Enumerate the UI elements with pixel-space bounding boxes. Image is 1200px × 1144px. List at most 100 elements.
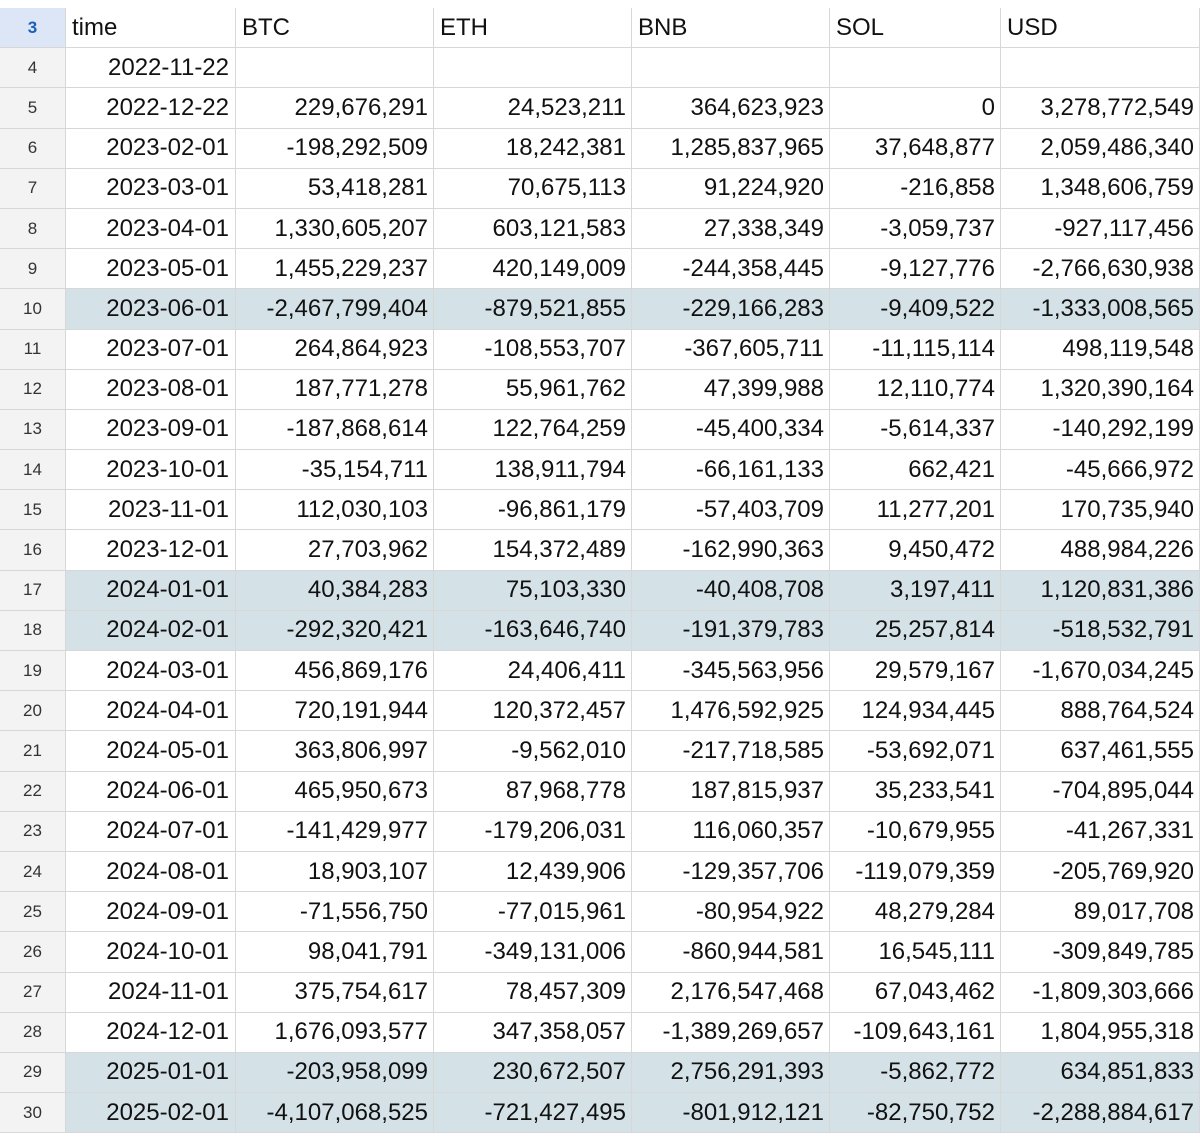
cell-usd[interactable]: 637,461,555 [1001, 731, 1200, 771]
row-number[interactable]: 22 [0, 771, 66, 811]
cell-btc[interactable]: 229,676,291 [236, 88, 434, 128]
cell-bnb[interactable]: -1,389,269,657 [632, 1012, 830, 1052]
cell-bnb[interactable]: 2,756,291,393 [632, 1052, 830, 1093]
cell-bnb[interactable]: 116,060,357 [632, 811, 830, 851]
column-header-sol[interactable]: SOL [830, 8, 1001, 48]
row-number[interactable]: 6 [0, 128, 66, 168]
row-number[interactable]: 15 [0, 490, 66, 530]
row-number[interactable]: 19 [0, 651, 66, 691]
cell-btc[interactable]: -141,429,977 [236, 811, 434, 851]
cell-usd[interactable]: -1,670,034,245 [1001, 651, 1200, 691]
cell-bnb[interactable]: -367,605,711 [632, 329, 830, 369]
cell-bnb[interactable]: -66,161,133 [632, 450, 830, 490]
cell-btc[interactable]: -292,320,421 [236, 610, 434, 650]
row-number[interactable]: 11 [0, 329, 66, 369]
cell-time[interactable]: 2024-12-01 [66, 1012, 236, 1052]
cell-sol[interactable]: -5,862,772 [830, 1052, 1001, 1093]
cell-time[interactable]: 2024-02-01 [66, 610, 236, 650]
cell-eth[interactable]: -349,131,006 [434, 932, 632, 972]
cell-time[interactable]: 2023-08-01 [66, 369, 236, 409]
cell-usd[interactable]: -1,333,008,565 [1001, 289, 1200, 329]
cell-btc[interactable]: 112,030,103 [236, 490, 434, 530]
cell-usd[interactable]: 634,851,833 [1001, 1052, 1200, 1093]
cell-eth[interactable]: 87,968,778 [434, 771, 632, 811]
cell-eth[interactable]: 420,149,009 [434, 249, 632, 289]
cell-usd[interactable]: 498,119,548 [1001, 329, 1200, 369]
cell-usd[interactable]: -2,288,884,617 [1001, 1093, 1200, 1133]
cell-btc[interactable]: 465,950,673 [236, 771, 434, 811]
cell-time[interactable]: 2023-06-01 [66, 289, 236, 329]
cell-sol[interactable]: -216,858 [830, 168, 1001, 208]
cell-eth[interactable]: 18,242,381 [434, 128, 632, 168]
cell-bnb[interactable]: -345,563,956 [632, 651, 830, 691]
row-number[interactable]: 27 [0, 972, 66, 1012]
cell-bnb[interactable]: -80,954,922 [632, 892, 830, 932]
cell-eth[interactable] [434, 48, 632, 88]
cell-btc[interactable]: 27,703,962 [236, 530, 434, 570]
row-number[interactable]: 9 [0, 249, 66, 289]
cell-usd[interactable]: 170,735,940 [1001, 490, 1200, 530]
cell-sol[interactable]: -9,127,776 [830, 249, 1001, 289]
row-number[interactable]: 14 [0, 450, 66, 490]
cell-bnb[interactable]: -57,403,709 [632, 490, 830, 530]
cell-eth[interactable]: 24,523,211 [434, 88, 632, 128]
cell-btc[interactable]: 53,418,281 [236, 168, 434, 208]
column-header-eth[interactable]: ETH [434, 8, 632, 48]
cell-sol[interactable]: 12,110,774 [830, 369, 1001, 409]
cell-bnb[interactable]: 1,285,837,965 [632, 128, 830, 168]
cell-time[interactable]: 2023-04-01 [66, 208, 236, 249]
cell-bnb[interactable]: -40,408,708 [632, 570, 830, 610]
cell-usd[interactable]: -41,267,331 [1001, 811, 1200, 851]
cell-eth[interactable]: -9,562,010 [434, 731, 632, 771]
cell-bnb[interactable]: 27,338,349 [632, 208, 830, 249]
row-number[interactable]: 25 [0, 892, 66, 932]
cell-btc[interactable]: 264,864,923 [236, 329, 434, 369]
cell-eth[interactable]: -108,553,707 [434, 329, 632, 369]
row-number[interactable]: 16 [0, 530, 66, 570]
row-number[interactable]: 29 [0, 1052, 66, 1093]
cell-btc[interactable]: 187,771,278 [236, 369, 434, 409]
row-number[interactable]: 12 [0, 369, 66, 409]
cell-time[interactable]: 2024-08-01 [66, 851, 236, 892]
cell-btc[interactable]: -71,556,750 [236, 892, 434, 932]
cell-time[interactable]: 2024-10-01 [66, 932, 236, 972]
cell-usd[interactable]: -518,532,791 [1001, 610, 1200, 650]
row-number[interactable]: 21 [0, 731, 66, 771]
cell-time[interactable]: 2024-11-01 [66, 972, 236, 1012]
row-number[interactable]: 30 [0, 1093, 66, 1133]
cell-eth[interactable]: 12,439,906 [434, 851, 632, 892]
cell-usd[interactable]: 488,984,226 [1001, 530, 1200, 570]
cell-eth[interactable]: -77,015,961 [434, 892, 632, 932]
cell-time[interactable]: 2022-11-22 [66, 48, 236, 88]
cell-btc[interactable]: 1,676,093,577 [236, 1012, 434, 1052]
cell-usd[interactable]: 1,804,955,318 [1001, 1012, 1200, 1052]
cell-time[interactable]: 2024-07-01 [66, 811, 236, 851]
row-number[interactable]: 10 [0, 289, 66, 329]
row-number[interactable]: 17 [0, 570, 66, 610]
row-number[interactable]: 13 [0, 409, 66, 450]
cell-usd[interactable]: 1,120,831,386 [1001, 570, 1200, 610]
cell-sol[interactable]: -10,679,955 [830, 811, 1001, 851]
cell-sol[interactable]: -11,115,114 [830, 329, 1001, 369]
cell-bnb[interactable]: 47,399,988 [632, 369, 830, 409]
cell-btc[interactable]: 720,191,944 [236, 691, 434, 731]
cell-eth[interactable]: 75,103,330 [434, 570, 632, 610]
row-number[interactable]: 18 [0, 610, 66, 650]
cell-bnb[interactable]: -229,166,283 [632, 289, 830, 329]
cell-usd[interactable]: -1,809,303,666 [1001, 972, 1200, 1012]
cell-btc[interactable]: -35,154,711 [236, 450, 434, 490]
cell-sol[interactable]: 16,545,111 [830, 932, 1001, 972]
cell-usd[interactable]: -2,766,630,938 [1001, 249, 1200, 289]
cell-eth[interactable]: 78,457,309 [434, 972, 632, 1012]
cell-eth[interactable]: 347,358,057 [434, 1012, 632, 1052]
cell-time[interactable]: 2023-10-01 [66, 450, 236, 490]
cell-time[interactable]: 2022-12-22 [66, 88, 236, 128]
cell-btc[interactable]: 1,455,229,237 [236, 249, 434, 289]
cell-time[interactable]: 2024-01-01 [66, 570, 236, 610]
cell-time[interactable]: 2023-05-01 [66, 249, 236, 289]
cell-eth[interactable]: -163,646,740 [434, 610, 632, 650]
cell-sol[interactable]: 48,279,284 [830, 892, 1001, 932]
cell-sol[interactable]: 25,257,814 [830, 610, 1001, 650]
cell-btc[interactable] [236, 48, 434, 88]
cell-sol[interactable]: 124,934,445 [830, 691, 1001, 731]
